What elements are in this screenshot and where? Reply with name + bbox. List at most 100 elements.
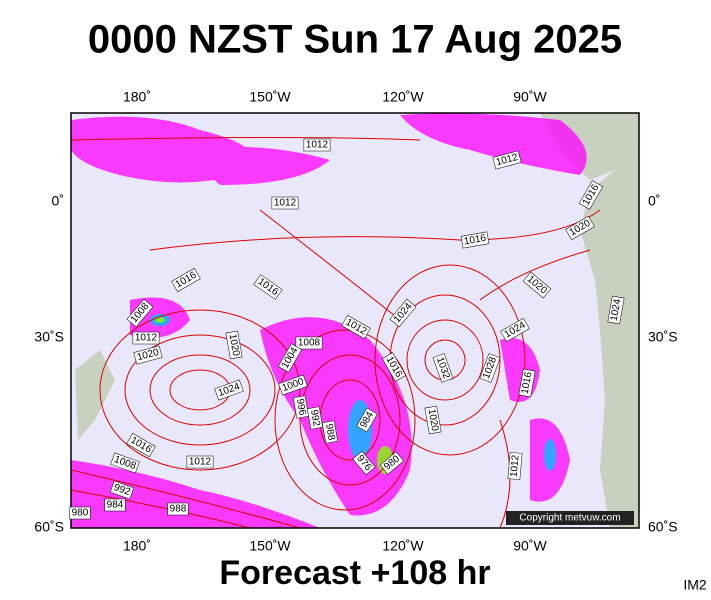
isobar-label-box [424,405,442,435]
isobar-label-box [214,379,244,401]
isobar-label-box [225,330,243,360]
isobar-label-box [322,420,338,444]
latitude-label: 0˚ [648,193,660,209]
isobar-label-box [126,432,156,458]
isobar-label: 1008 [295,336,323,350]
isobar-value: 988 [323,423,337,442]
isobar-value: 988 [170,504,187,515]
isobar-label-box [132,331,160,345]
isobar-label-box [253,274,283,300]
forecast-label: Forecast +108 hr [219,554,490,592]
isobar-value: 984 [107,500,124,511]
isobar-label-box [518,368,536,398]
isobar-label-box [432,353,454,383]
isobar-label-box [607,295,625,325]
copyright-box [506,511,634,525]
isobar-label-box [69,506,91,520]
title: 0000 NZST Sun 17 Aug 2025 [88,18,622,62]
isobar-label: 1024 [607,295,625,325]
isobar-label: 988 [322,420,338,444]
isobar-label: 1012 [492,150,522,170]
isobar-label: 1016 [518,368,536,398]
isobar-label: 1012 [507,452,523,480]
isobar-label: 1020 [424,405,442,435]
longitude-label: 180˚ [123,89,151,105]
isobar-label-box [271,196,299,210]
isobar-label: 996 [293,395,309,419]
isobar-label-box [133,345,163,365]
isobar-value: 1012 [189,457,212,468]
isobar-label-box [341,314,371,340]
isobar-value: 1012 [306,140,329,151]
isobar-value: 1012 [135,333,158,344]
isobar-label-box [126,298,154,328]
isobar-label: 1016 [460,231,490,249]
longitude-label: 120˚W [382,538,424,554]
longitude-label: 150˚W [249,538,291,554]
isobar-label: 988 [167,502,189,516]
isobar-value: 1020 [426,408,441,432]
isobar-label-box [381,352,407,382]
isobar-value: 996 [294,398,308,417]
isobar-label: 984 [104,498,126,512]
isobar-value: 1016 [463,233,487,248]
isobar-label-box [109,480,135,500]
isobar-label-box [565,215,595,241]
isobar-label: 992 [109,480,135,500]
isobar-label-box [479,353,501,383]
isobar-value: 980 [72,508,89,519]
isobar-label-box [277,343,303,373]
isobar-value: 1008 [298,338,321,349]
isobar-label-box [295,336,323,350]
isobar-label-box [293,395,309,419]
isobar-label-box [307,406,323,430]
isobar-label-box [379,451,405,475]
latitude-label: 30˚S [648,329,678,345]
isobar-value: 1016 [520,371,535,395]
latitude-label: 60˚S [34,519,64,535]
copyright: Copyright metvuw.com [519,513,620,524]
isobar-value: 1024 [609,298,624,322]
longitude-label: 120˚W [382,89,424,105]
isobar-value: 1012 [509,454,522,478]
latitude-label: 0˚ [52,193,64,209]
isobar-label-box [104,498,126,512]
map-labels: 180˚ 180˚ 150˚W 150˚W 120˚W 120˚W 90˚W 90˚W 0˚ 0˚… [34,89,677,554]
isobar-label: 992 [307,406,323,430]
isobar-label: 1020 [133,345,163,365]
longitude-label: 90˚W [513,538,547,554]
isobar-label-box [110,452,140,474]
longitude-label: 150˚W [249,89,291,105]
isobar-label-box [500,317,530,343]
isobar-label-box [522,271,552,299]
isobar-value: 992 [308,409,322,428]
longitude-label: 180˚ [123,538,151,554]
isobar-label: 980 [69,506,91,520]
isobar-label: 1012 [186,455,214,469]
image-id: IM2 [683,577,707,593]
isobar-label: 1012 [132,331,160,345]
isobar-label-box [492,150,522,170]
isobar-label-box [356,407,378,433]
isobar-label-box [352,450,376,476]
latitude-label: 30˚S [34,329,64,345]
isobar-label-box [389,298,417,328]
latitude-label: 60˚S [648,519,678,535]
isobar-label-box [460,231,490,249]
isobar-label-box [578,180,604,210]
isobar-label-box [278,374,308,396]
map-frame [70,112,640,529]
isobar-label-box [167,502,189,516]
isobar-label-box [303,138,331,152]
isobar-value: 1012 [274,198,297,209]
isobar-label: 1012 [303,138,331,152]
isobar-label-box [507,452,523,480]
isobar-label: 1020 [225,330,243,360]
isobar-label-box [186,455,214,469]
isobar-value: 1020 [227,333,242,357]
isobar-label: 1012 [271,196,299,210]
longitude-label: 90˚W [513,89,547,105]
isobar-label-box [171,267,201,293]
